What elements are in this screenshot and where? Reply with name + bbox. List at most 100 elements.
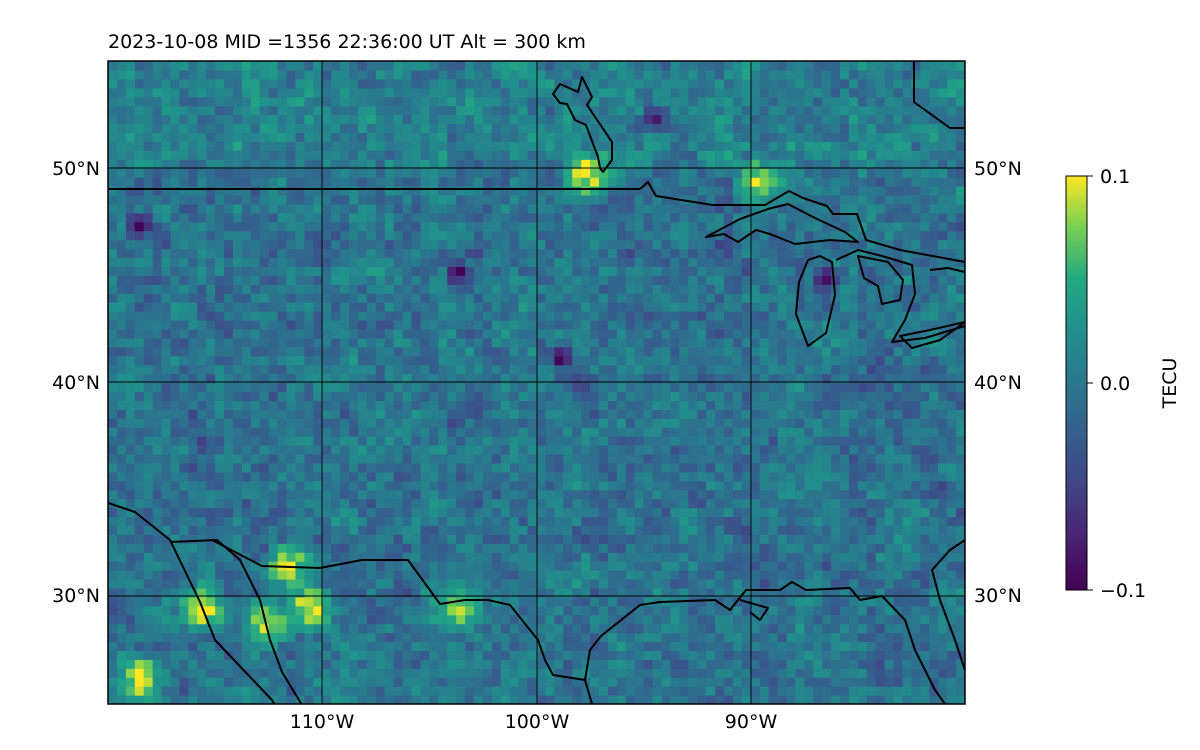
heatmap-cell	[206, 248, 216, 259]
heatmap-cell	[295, 337, 305, 348]
heatmap-cell	[813, 248, 823, 259]
heatmap-cell	[366, 677, 377, 687]
heatmap-cell	[563, 650, 573, 660]
heatmap-cell	[393, 561, 404, 571]
heatmap-cell	[866, 302, 877, 312]
heatmap-cell	[250, 695, 261, 704]
heatmap-cell	[813, 686, 823, 696]
heatmap-cell	[545, 239, 555, 250]
heatmap-cell	[224, 462, 234, 473]
heatmap-cell	[206, 498, 216, 509]
heatmap-cell	[545, 650, 555, 660]
heatmap-cell	[259, 293, 270, 303]
heatmap-cell	[375, 427, 386, 437]
heatmap-cell	[179, 552, 189, 562]
heatmap-cell	[215, 409, 225, 419]
heatmap-cell	[375, 552, 386, 562]
heatmap-cell	[947, 427, 957, 437]
heatmap-cell	[393, 418, 404, 428]
heatmap-cell	[197, 328, 207, 339]
heatmap-cell	[322, 498, 332, 509]
heatmap-cell	[777, 605, 788, 616]
heatmap-cell	[125, 248, 136, 259]
heatmap-cell	[813, 355, 823, 366]
heatmap-cell	[545, 257, 555, 267]
heatmap-cell	[670, 400, 680, 410]
heatmap-cell	[822, 632, 832, 643]
heatmap-cell	[634, 596, 645, 607]
heatmap-cell	[447, 302, 457, 312]
heatmap-cell	[125, 275, 136, 285]
heatmap-cell	[572, 409, 582, 419]
heatmap-cell	[848, 239, 859, 250]
heatmap-cell	[616, 561, 627, 571]
heatmap-cell	[813, 346, 823, 357]
heatmap-cell	[929, 302, 939, 312]
heatmap-cell	[143, 543, 154, 553]
heatmap-cell	[706, 623, 716, 634]
heatmap-cell	[125, 319, 136, 330]
heatmap-cell	[929, 409, 939, 419]
heatmap-cell	[795, 587, 805, 598]
heatmap-cell	[331, 668, 341, 678]
heatmap-cell	[322, 650, 332, 660]
heatmap-cell	[661, 686, 672, 696]
heatmap-cell	[786, 632, 796, 643]
heatmap-cell	[108, 355, 118, 366]
heatmap-cell	[607, 382, 618, 393]
heatmap-cell	[474, 516, 484, 526]
heatmap-cell	[268, 552, 279, 562]
heatmap-cell	[697, 668, 707, 678]
heatmap-cell	[509, 641, 520, 652]
heatmap-cell	[688, 525, 698, 535]
heatmap-cell	[786, 552, 796, 562]
heatmap-cell	[241, 275, 252, 285]
heatmap-cell	[750, 471, 761, 482]
heatmap-cell	[813, 587, 823, 598]
heatmap-cell	[554, 471, 564, 482]
heatmap-cell	[429, 400, 439, 410]
heatmap-cell	[447, 677, 457, 687]
heatmap-cell	[170, 480, 181, 491]
heatmap-cell	[482, 614, 493, 625]
heatmap-cell	[777, 641, 788, 652]
heatmap-cell	[357, 534, 368, 544]
heatmap-cell	[750, 453, 761, 464]
heatmap-cell	[947, 659, 957, 669]
heatmap-cell	[938, 534, 948, 544]
heatmap-cell	[268, 471, 279, 482]
heatmap-cell	[420, 311, 430, 321]
heatmap-cell	[857, 382, 868, 393]
heatmap-cell	[902, 239, 913, 250]
heatmap-cell	[179, 668, 189, 678]
heatmap-cell	[366, 632, 377, 643]
heatmap-cell	[206, 418, 216, 428]
heatmap-cell	[929, 275, 939, 285]
heatmap-cell	[768, 498, 779, 509]
heatmap-cell	[170, 641, 181, 652]
heatmap-cell	[116, 311, 127, 321]
heatmap-cell	[563, 436, 573, 446]
heatmap-cell	[170, 686, 181, 696]
heatmap-cell	[857, 257, 868, 267]
heatmap-cell	[304, 534, 314, 544]
heatmap-cell	[750, 480, 761, 491]
heatmap-cell	[215, 480, 225, 491]
heatmap-cell	[598, 570, 609, 580]
heatmap-cell	[741, 534, 752, 544]
heatmap-cell	[643, 427, 654, 437]
heatmap-cell	[402, 346, 413, 357]
heatmap-cell	[402, 284, 413, 294]
heatmap-cell	[393, 382, 404, 393]
heatmap-cell	[518, 391, 529, 401]
heatmap-cell	[447, 284, 457, 294]
heatmap-cell	[447, 445, 457, 455]
heatmap-cell	[295, 507, 305, 518]
heatmap-cell	[402, 587, 413, 598]
heatmap-cell	[170, 328, 181, 339]
heatmap-cell	[134, 319, 145, 330]
heatmap-cell	[670, 516, 680, 526]
heatmap-cell	[795, 677, 805, 687]
heatmap-cell	[634, 587, 645, 598]
